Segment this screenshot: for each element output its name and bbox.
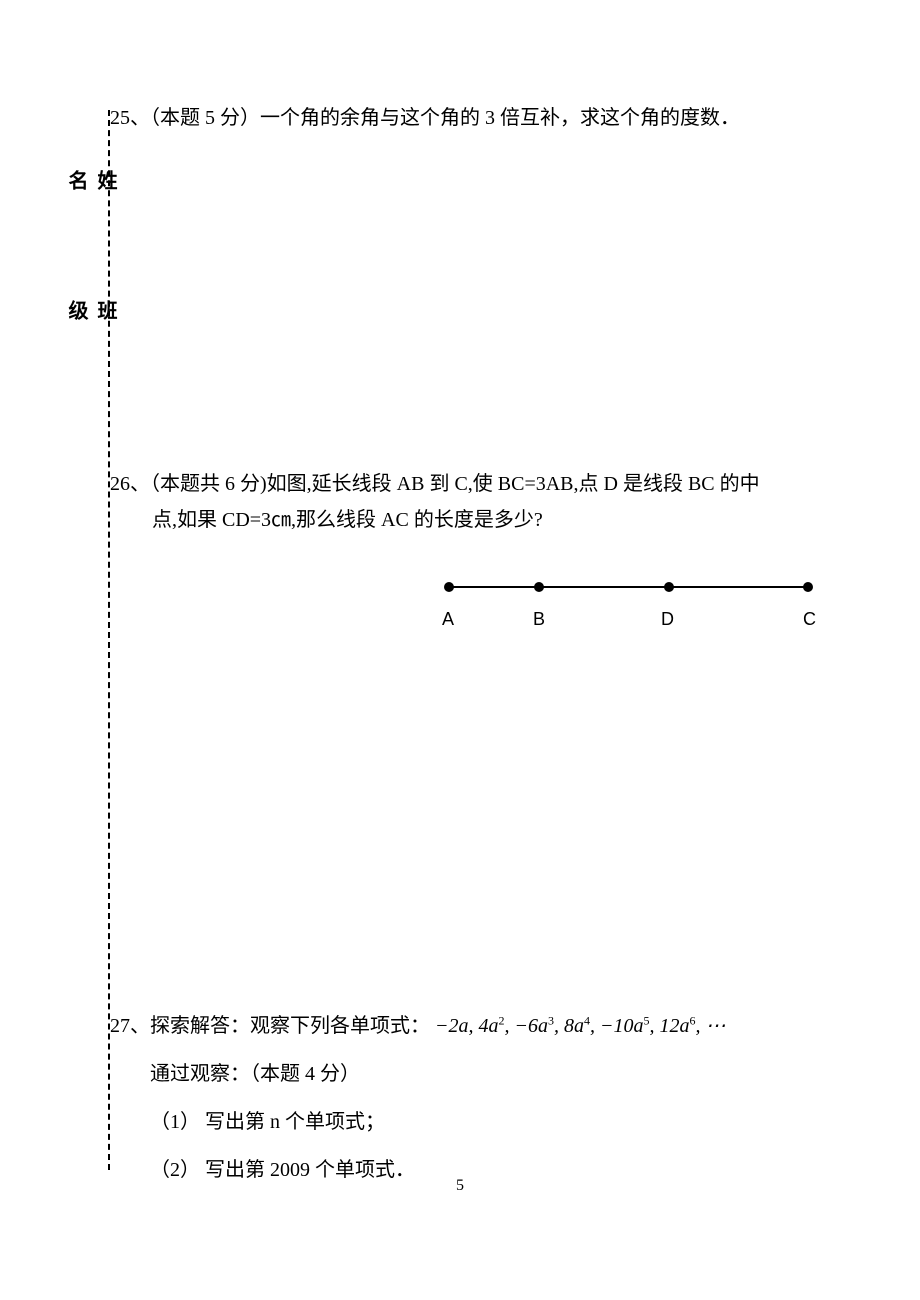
q27-sub2: （2） 写出第 2009 个单项式． bbox=[110, 1152, 830, 1188]
point-label-d: D bbox=[661, 603, 674, 635]
point-label-a: A bbox=[442, 603, 454, 635]
q27-intro-line: 27、探索解答：观察下列各单项式： −2a, 4a2, −6a3, 8a4, −… bbox=[110, 1008, 830, 1044]
page-number: 5 bbox=[456, 1177, 464, 1195]
q27-observe: 通过观察：（本题 4 分） bbox=[110, 1056, 830, 1092]
q27-intro: 27、探索解答：观察下列各单项式： bbox=[110, 1015, 430, 1037]
q26-line1: 26、（本题共 6 分)如图,延长线段 AB 到 C,使 BC=3AB,点 D … bbox=[110, 473, 760, 495]
point-label-b: B bbox=[533, 603, 545, 635]
q27-sub1: （1） 写出第 n 个单项式； bbox=[110, 1104, 830, 1140]
content-area: 25、（本题 5 分）一个角的余角与这个角的 3 倍互补，求这个角的度数． 26… bbox=[110, 100, 830, 1228]
question-25: 25、（本题 5 分）一个角的余角与这个角的 3 倍互补，求这个角的度数． bbox=[110, 100, 830, 136]
point-c bbox=[803, 582, 813, 592]
question-26: 26、（本题共 6 分)如图,延长线段 AB 到 C,使 BC=3AB,点 D … bbox=[110, 466, 830, 638]
q26-line2: 点,如果 CD=3㎝,那么线段 AC 的长度是多少? bbox=[152, 509, 543, 531]
line-segment-ac bbox=[448, 586, 808, 588]
q25-text: 25、（本题 5 分）一个角的余角与这个角的 3 倍互补，求这个角的度数． bbox=[110, 107, 740, 129]
point-d bbox=[664, 582, 674, 592]
question-27: 27、探索解答：观察下列各单项式： −2a, 4a2, −6a3, 8a4, −… bbox=[110, 1008, 830, 1188]
q27-sequence: −2a, 4a2, −6a3, 8a4, −10a5, 12a6, ⋯ bbox=[435, 1015, 726, 1037]
point-a bbox=[444, 582, 454, 592]
q26-diagram: A B D C bbox=[440, 578, 850, 638]
point-b bbox=[534, 582, 544, 592]
q26-text-block: 26、（本题共 6 分)如图,延长线段 AB 到 C,使 BC=3AB,点 D … bbox=[110, 466, 830, 538]
point-label-c: C bbox=[803, 603, 816, 635]
